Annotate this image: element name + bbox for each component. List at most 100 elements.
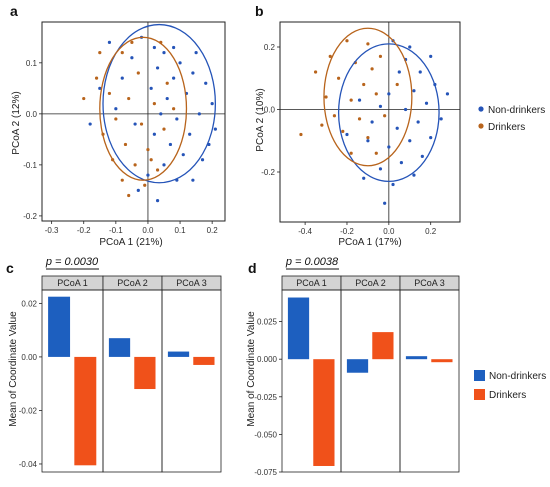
- panel-a-point-nondrinker: [136, 188, 140, 192]
- panel-b-point-drinker: [337, 76, 341, 80]
- panel-b-point-nondrinker: [397, 70, 401, 74]
- legend-bottom-drinker-label: Drinkers: [489, 390, 526, 401]
- legend-bottom-nondrinker-swatch: [474, 370, 485, 381]
- panel-b-point-drinker: [349, 98, 353, 102]
- panel-b-point-drinker: [324, 95, 328, 99]
- panel-b-point-nondrinker: [429, 54, 433, 58]
- panel-b-point-nondrinker: [357, 98, 362, 102]
- panel-a-point-nondrinker: [175, 117, 179, 121]
- panel-b-point-nondrinker: [420, 154, 424, 158]
- panel-a-xtick-label: -0.3: [45, 226, 59, 235]
- panel-d-ytick-label: -0.025: [254, 393, 277, 402]
- panel-a-point-nondrinker: [130, 56, 134, 60]
- panel-a-point-nondrinker: [191, 71, 195, 75]
- panel-b-point-drinker: [332, 114, 337, 118]
- panel-a-scatter: -0.3 -0.2 -0.1 0.0 0.1 0.2 -0.2 -0.1 0.0 0.1: [23, 21, 226, 235]
- panel-d-facet-label: PCoA 3: [414, 278, 445, 288]
- panel-a-point-drinker: [127, 193, 131, 198]
- panel-a-point-drinker: [143, 183, 147, 187]
- panel-label-c: c: [6, 260, 14, 276]
- panel-b-point-nondrinker: [370, 120, 374, 124]
- panel-d-bar-drinker: [313, 359, 335, 466]
- panel-a-point-nondrinker: [197, 112, 201, 116]
- panel-a-point-nondrinker: [152, 132, 156, 136]
- panel-a-point-nondrinker: [204, 81, 208, 85]
- panel-a-ytick-label: -0.1: [23, 161, 37, 170]
- panel-a-point-nondrinker: [114, 107, 118, 111]
- panel-b-point-drinker: [320, 123, 324, 127]
- panel-b-point-drinker: [345, 39, 349, 43]
- panel-a-point-nondrinker: [152, 45, 156, 50]
- panel-c-bar-nondrinker: [108, 338, 131, 357]
- panel-a-point-drinker: [139, 122, 144, 126]
- panel-d-facet-label: PCoA 2: [355, 278, 386, 288]
- panel-label-d: d: [248, 260, 257, 276]
- panel-c-ytick-label: -0.04: [19, 460, 38, 469]
- panel-d-bar-nondrinker: [405, 356, 428, 360]
- panel-b-ellipse-nondrinker: [337, 43, 440, 183]
- panel-a-plot-frame: [41, 21, 226, 222]
- panel-a-point-nondrinker: [194, 51, 198, 55]
- panel-a-xtick-label: 0.0: [142, 226, 154, 235]
- panel-a-point-nondrinker: [178, 61, 182, 65]
- panel-b-point-nondrinker: [418, 70, 422, 74]
- panel-d-ytick-label: -0.050: [254, 430, 277, 439]
- panel-b-point-nondrinker: [366, 139, 370, 143]
- panel-a-point-nondrinker: [200, 158, 205, 162]
- panel-c-facet-label: PCoA 2: [117, 278, 148, 288]
- panel-a-point-nondrinker: [162, 163, 166, 167]
- panel-a-point-drinker: [107, 91, 112, 96]
- panel-a-point-nondrinker: [188, 132, 192, 136]
- legend-top-drinker-swatch: [478, 123, 484, 129]
- panel-b-point-drinker: [378, 54, 383, 58]
- panel-a-point-nondrinker: [107, 40, 112, 45]
- panel-a-point-nondrinker: [172, 76, 176, 80]
- panel-c-bar-drinker: [193, 356, 215, 365]
- panel-a-xtick-label: 0.1: [174, 226, 186, 235]
- panel-b-point-nondrinker: [439, 117, 443, 121]
- panel-b-point-nondrinker: [378, 104, 383, 108]
- panel-a-point-nondrinker: [168, 142, 173, 147]
- panel-a-ytick-label: 0.0: [26, 110, 38, 119]
- panel-a-point-nondrinker: [149, 86, 153, 90]
- panel-b-xtick-label: -0.4: [298, 227, 312, 236]
- panel-a-point-nondrinker: [146, 173, 150, 177]
- panel-b-point-drinker: [366, 136, 370, 140]
- panel-b-point-nondrinker: [378, 167, 383, 171]
- panel-b-point-nondrinker: [412, 89, 416, 93]
- panel-d-bar-chart: -0.075 -0.050 -0.025 0.000 0.025 PCoA 1 PCoA 2…: [254, 275, 460, 477]
- panel-c-ytick-label: -0.02: [19, 406, 38, 415]
- panel-d-bar-drinker: [431, 359, 453, 363]
- panel-b-point-drinker: [328, 54, 332, 58]
- panel-c-bar-nondrinker: [167, 351, 190, 357]
- panel-a-point-drinker: [155, 168, 160, 172]
- panel-b-point-nondrinker: [387, 145, 391, 149]
- panel-b-point-nondrinker: [387, 92, 391, 96]
- panel-b-xtick-label: 0.0: [383, 227, 395, 236]
- panel-a-point-nondrinker: [162, 51, 166, 55]
- panel-a-point-nondrinker: [172, 45, 176, 50]
- panel-d-facet-frame: [340, 289, 401, 473]
- panel-a-point-drinker: [114, 117, 118, 121]
- panel-b-plot-frame: [279, 21, 461, 223]
- panel-b-point-drinker: [374, 151, 378, 155]
- legend-top-nondrinker-label: Non-drinkers: [488, 105, 545, 116]
- panel-c-bar-chart: -0.04 -0.02 0.00 0.02 PCoA 1 PCoA 2 PCoA 3: [19, 275, 222, 473]
- panel-a-ytick-label: 0.1: [26, 59, 38, 68]
- panel-b-point-drinker: [374, 92, 378, 96]
- panel-a-point-drinker: [165, 81, 169, 85]
- legend-top-nondrinker-swatch: [478, 106, 484, 112]
- panel-b-point-drinker: [383, 114, 387, 118]
- panel-a-xtick-label: -0.1: [109, 226, 123, 235]
- panel-c-pvalue: p = 0.0030: [45, 256, 99, 268]
- panel-a-point-drinker: [136, 71, 140, 75]
- panel-d-facet-label: PCoA 1: [296, 278, 327, 288]
- panel-a-point-drinker: [146, 147, 150, 152]
- panel-b-ytick-label: 0.2: [264, 43, 276, 52]
- panel-d-pvalue: p = 0.0038: [285, 256, 339, 268]
- panel-b-point-nondrinker: [408, 139, 412, 143]
- panel-b-point-drinker: [366, 42, 370, 46]
- panel-c-ylabel: Mean of Coordinate Value: [8, 311, 19, 427]
- panel-b-point-nondrinker: [412, 173, 416, 177]
- panel-b-point-nondrinker: [391, 182, 395, 187]
